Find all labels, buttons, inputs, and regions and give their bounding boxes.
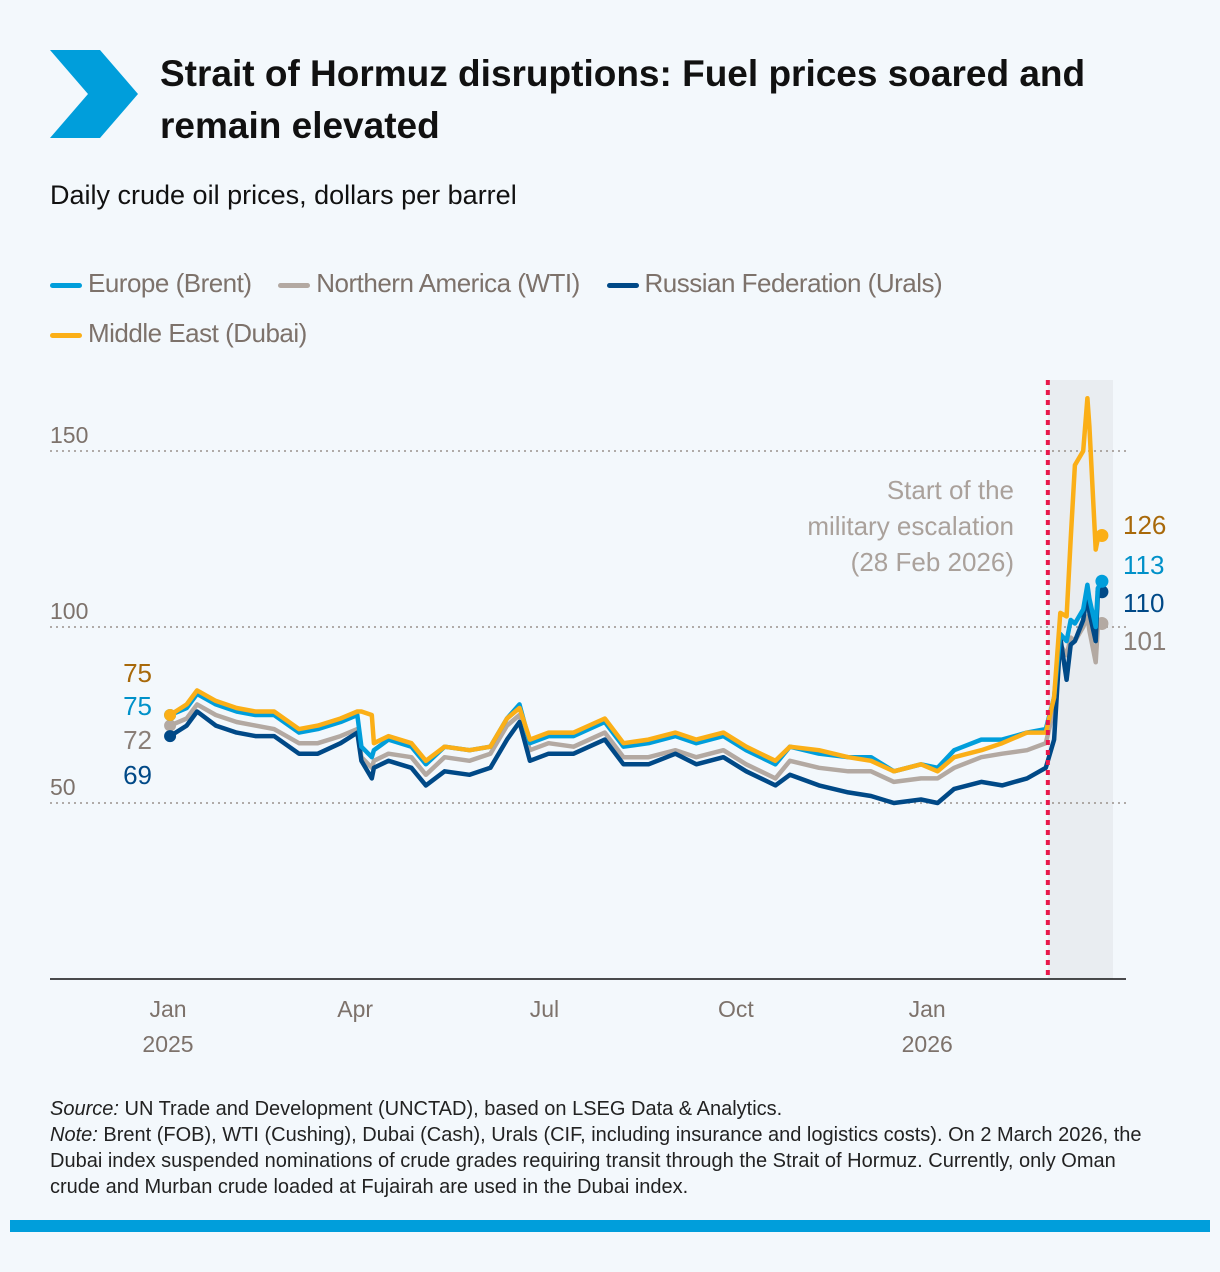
- footnotes: Source: UN Trade and Development (UNCTAD…: [50, 1096, 1170, 1200]
- x-tick-year-label: 2026: [902, 1031, 953, 1057]
- x-tick-year-label: 2025: [142, 1031, 193, 1057]
- x-tick-label: Apr: [337, 996, 373, 1022]
- legend-item-urals: Russian Federation (Urals): [606, 258, 943, 308]
- bottom-accent-bar: [10, 1220, 1210, 1232]
- note-text: Brent (FOB), WTI (Cushing), Dubai (Cash)…: [50, 1124, 1142, 1198]
- y-tick-label: 150: [50, 422, 88, 448]
- note: Note: Brent (FOB), WTI (Cushing), Dubai …: [50, 1122, 1170, 1200]
- legend-swatch: [50, 332, 82, 338]
- start-value-label-dubai: 75: [123, 658, 152, 688]
- start-point-wti: [164, 719, 177, 732]
- series-line-urals: [167, 589, 1105, 806]
- end-point-dubai: [1095, 528, 1109, 542]
- end-value-label-dubai: 126: [1123, 510, 1166, 540]
- legend-label: Northern America (WTI): [316, 268, 580, 298]
- note-label: Note:: [50, 1124, 98, 1146]
- legend-label: Middle East (Dubai): [88, 318, 307, 348]
- chart-subtitle: Daily crude oil prices, dollars per barr…: [50, 180, 517, 210]
- start-point-dubai: [164, 709, 177, 721]
- legend-label: Europe (Brent): [88, 268, 252, 298]
- end-value-label-urals: 110: [1123, 588, 1164, 618]
- x-tick-label: Jul: [530, 996, 559, 1022]
- series-line-dubai: [167, 395, 1105, 774]
- end-value-label-wti: 101: [1123, 626, 1166, 656]
- start-value-label-brent: 75: [123, 691, 152, 721]
- escalation-annotation-text: Start of the: [887, 475, 1014, 505]
- chart-title: Strait of Hormuz disruptions: Fuel price…: [160, 53, 1086, 146]
- legend-swatch: [50, 282, 82, 288]
- legend-item-wti: Northern America (WTI): [278, 258, 580, 308]
- x-tick-label: Oct: [718, 996, 754, 1022]
- y-tick-label: 50: [50, 774, 76, 800]
- legend-swatch: [606, 282, 639, 288]
- legend-item-brent: Europe (Brent): [50, 258, 252, 308]
- chevron-logo-icon: [50, 50, 138, 138]
- y-tick-label: 100: [50, 598, 88, 624]
- legend-item-dubai: Middle East (Dubai): [50, 308, 307, 358]
- end-point-brent: [1095, 574, 1109, 588]
- legend: Europe (Brent) Northern America (WTI) Ru…: [50, 258, 1140, 358]
- x-tick-label: Jan: [149, 996, 186, 1022]
- escalation-annotation-text: military escalation: [807, 511, 1014, 541]
- legend-swatch: [278, 282, 311, 288]
- source-note: Source: UN Trade and Development (UNCTAD…: [50, 1096, 1170, 1122]
- source-text: UN Trade and Development (UNCTAD), based…: [118, 1098, 783, 1120]
- end-value-label-brent: 113: [1123, 550, 1164, 580]
- line-chart: 50 100 150 Jan 2025 Apr Jul Oct Jan 2026 72 101 69 1…: [50, 380, 1166, 1057]
- start-point-urals: [164, 730, 177, 743]
- start-value-label-wti: 72: [123, 725, 152, 755]
- start-value-label-urals: 69: [123, 760, 152, 790]
- x-tick-label: Jan: [909, 996, 946, 1022]
- escalation-annotation-text: (28 Feb 2026): [851, 547, 1014, 577]
- source-label: Source:: [50, 1098, 119, 1120]
- legend-label: Russian Federation (Urals): [644, 268, 943, 298]
